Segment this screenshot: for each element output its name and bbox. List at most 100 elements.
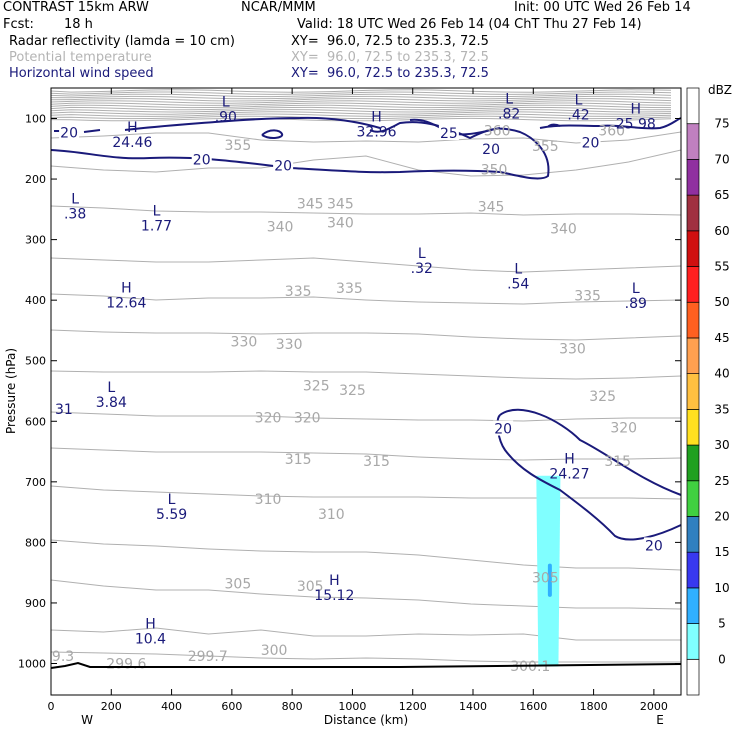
extremum-letter: H — [371, 110, 382, 126]
wind-label-background — [580, 134, 601, 150]
theta-contour-top — [50, 104, 672, 109]
theta-label: 335 — [336, 281, 363, 297]
wind-label-background — [643, 537, 664, 553]
theta-contour-top — [50, 117, 672, 122]
dbz-colorbar: 0 5 10 15 20 25 30 35 40 45 50 55 60 65 70 75 dBZ — [686, 83, 732, 696]
y-tick-label: 500 — [25, 355, 46, 368]
wind-contour — [83, 129, 101, 133]
colorbar-level-label: 20 — [714, 509, 729, 523]
theta-label: 299.6 — [106, 657, 146, 673]
extremum-letter: L — [418, 246, 426, 262]
x-tick-label: 600 — [221, 700, 242, 713]
wind-label-background — [191, 151, 212, 167]
model-title: CONTRAST 15km ARW — [3, 0, 149, 15]
wind-label-background — [438, 125, 459, 141]
theta-label: 335 — [574, 288, 601, 304]
colorbar-level-label: 0 — [718, 652, 726, 666]
wind-label: 20 — [193, 153, 211, 169]
theta-contour — [50, 257, 682, 273]
theta-label: 305 — [297, 579, 324, 595]
x-tick-label: 1600 — [519, 700, 547, 713]
theta-label: 325 — [303, 379, 330, 395]
theta-label: 330 — [231, 334, 258, 350]
extremum-value: .42 — [567, 108, 589, 124]
wind-label: 25 — [440, 126, 458, 142]
extremum-value: .38 — [64, 206, 86, 222]
forecast-hours: 18 h — [64, 17, 93, 32]
y-tick-label: 200 — [25, 173, 46, 186]
wind-contour — [496, 414, 682, 541]
theta-contour-top — [50, 100, 672, 104]
theta-label: 325 — [589, 389, 616, 405]
theta-label: 345 — [478, 199, 505, 215]
colorbar-level-label: 55 — [714, 260, 729, 274]
theta-contour-top — [50, 95, 672, 100]
wind-label-background — [493, 420, 514, 436]
x-tick-label: 400 — [161, 700, 182, 713]
wind-label: 20 — [645, 538, 663, 554]
colorbar-cell — [686, 551, 700, 589]
extremum-value: 25.98 — [616, 117, 656, 133]
wind-label: 20 — [582, 136, 600, 152]
wind-contour — [261, 129, 284, 139]
potential-temperature-contours — [50, 89, 682, 663]
colorbar-cell — [686, 123, 700, 160]
colorbar-level-label: 50 — [714, 295, 729, 309]
theta-label: 360 — [484, 124, 511, 140]
colorbar-level-label: 10 — [714, 581, 729, 595]
extremum-value: .32 — [411, 261, 433, 277]
colorbar-cell — [686, 516, 700, 553]
axes: 0 200 400 600 800 1000 1200 1400 1600 1800 2000 100… — [4, 88, 681, 727]
extremum-letter: H — [631, 102, 642, 118]
theta-contour — [50, 539, 682, 571]
colorbar-unit: dBZ — [708, 83, 732, 97]
wind-label: 20 — [494, 422, 512, 438]
extremum-value: 10.4 — [135, 631, 166, 647]
wind-label-background — [481, 140, 502, 156]
theta-label: 310 — [255, 492, 282, 508]
extremum-value: 32.96 — [357, 125, 397, 141]
y-tick-label: 1000 — [18, 658, 46, 671]
y-tick-label: 900 — [25, 597, 46, 610]
y-axis-label: Pressure (hPa) — [4, 348, 18, 434]
theta-label: 345 — [297, 196, 324, 212]
theta-label: 315 — [363, 454, 390, 470]
theta-contour-top — [50, 109, 672, 113]
colorbar-cell — [686, 373, 700, 410]
extremum-letter: H — [127, 120, 138, 136]
edge-label-fragment: 31 — [55, 402, 73, 418]
theta-label: 320 — [294, 411, 321, 427]
theta-contour-top — [50, 111, 672, 115]
plot-border — [50, 87, 682, 696]
colorbar-level-label: 70 — [714, 152, 729, 166]
terrain-line — [50, 661, 682, 669]
theta-label: 305 — [225, 577, 252, 593]
colorbar-cell — [686, 301, 700, 339]
valid-time: Valid: 18 UTC Wed 26 Feb 14 (04 ChT Thu … — [297, 17, 642, 32]
theta-label: 315 — [604, 454, 631, 470]
extremum-value: 15.12 — [314, 588, 354, 604]
extremum-letter: L — [632, 281, 640, 297]
theta-label: 355 — [225, 138, 252, 154]
extremum-value: 3.84 — [96, 395, 127, 411]
colorbar-cell — [686, 587, 700, 624]
theta-label: 320 — [610, 420, 637, 436]
x-tick-label: 1400 — [459, 700, 487, 713]
theta-label: 350 — [481, 162, 508, 178]
y-tick-label: 100 — [25, 113, 46, 126]
field-wind-name: Horizontal wind speed — [9, 66, 154, 81]
wind-label: 20 — [482, 142, 500, 158]
colorbar-cell — [686, 658, 700, 696]
theta-contour-top — [50, 93, 672, 98]
colorbar-level-label: 25 — [714, 474, 729, 488]
x-tick-label: 200 — [101, 700, 122, 713]
colorbar-level-label: 60 — [714, 224, 729, 238]
theta-contour — [50, 205, 682, 216]
wind-contour — [547, 123, 561, 128]
theta-contour — [50, 293, 682, 305]
wind-label-background — [59, 124, 80, 140]
extremum-letter: L — [505, 91, 513, 107]
colorbar-level-label: 5 — [718, 617, 726, 631]
x-axis-west-marker: W — [81, 713, 93, 727]
theta-label: 300 — [261, 643, 288, 659]
